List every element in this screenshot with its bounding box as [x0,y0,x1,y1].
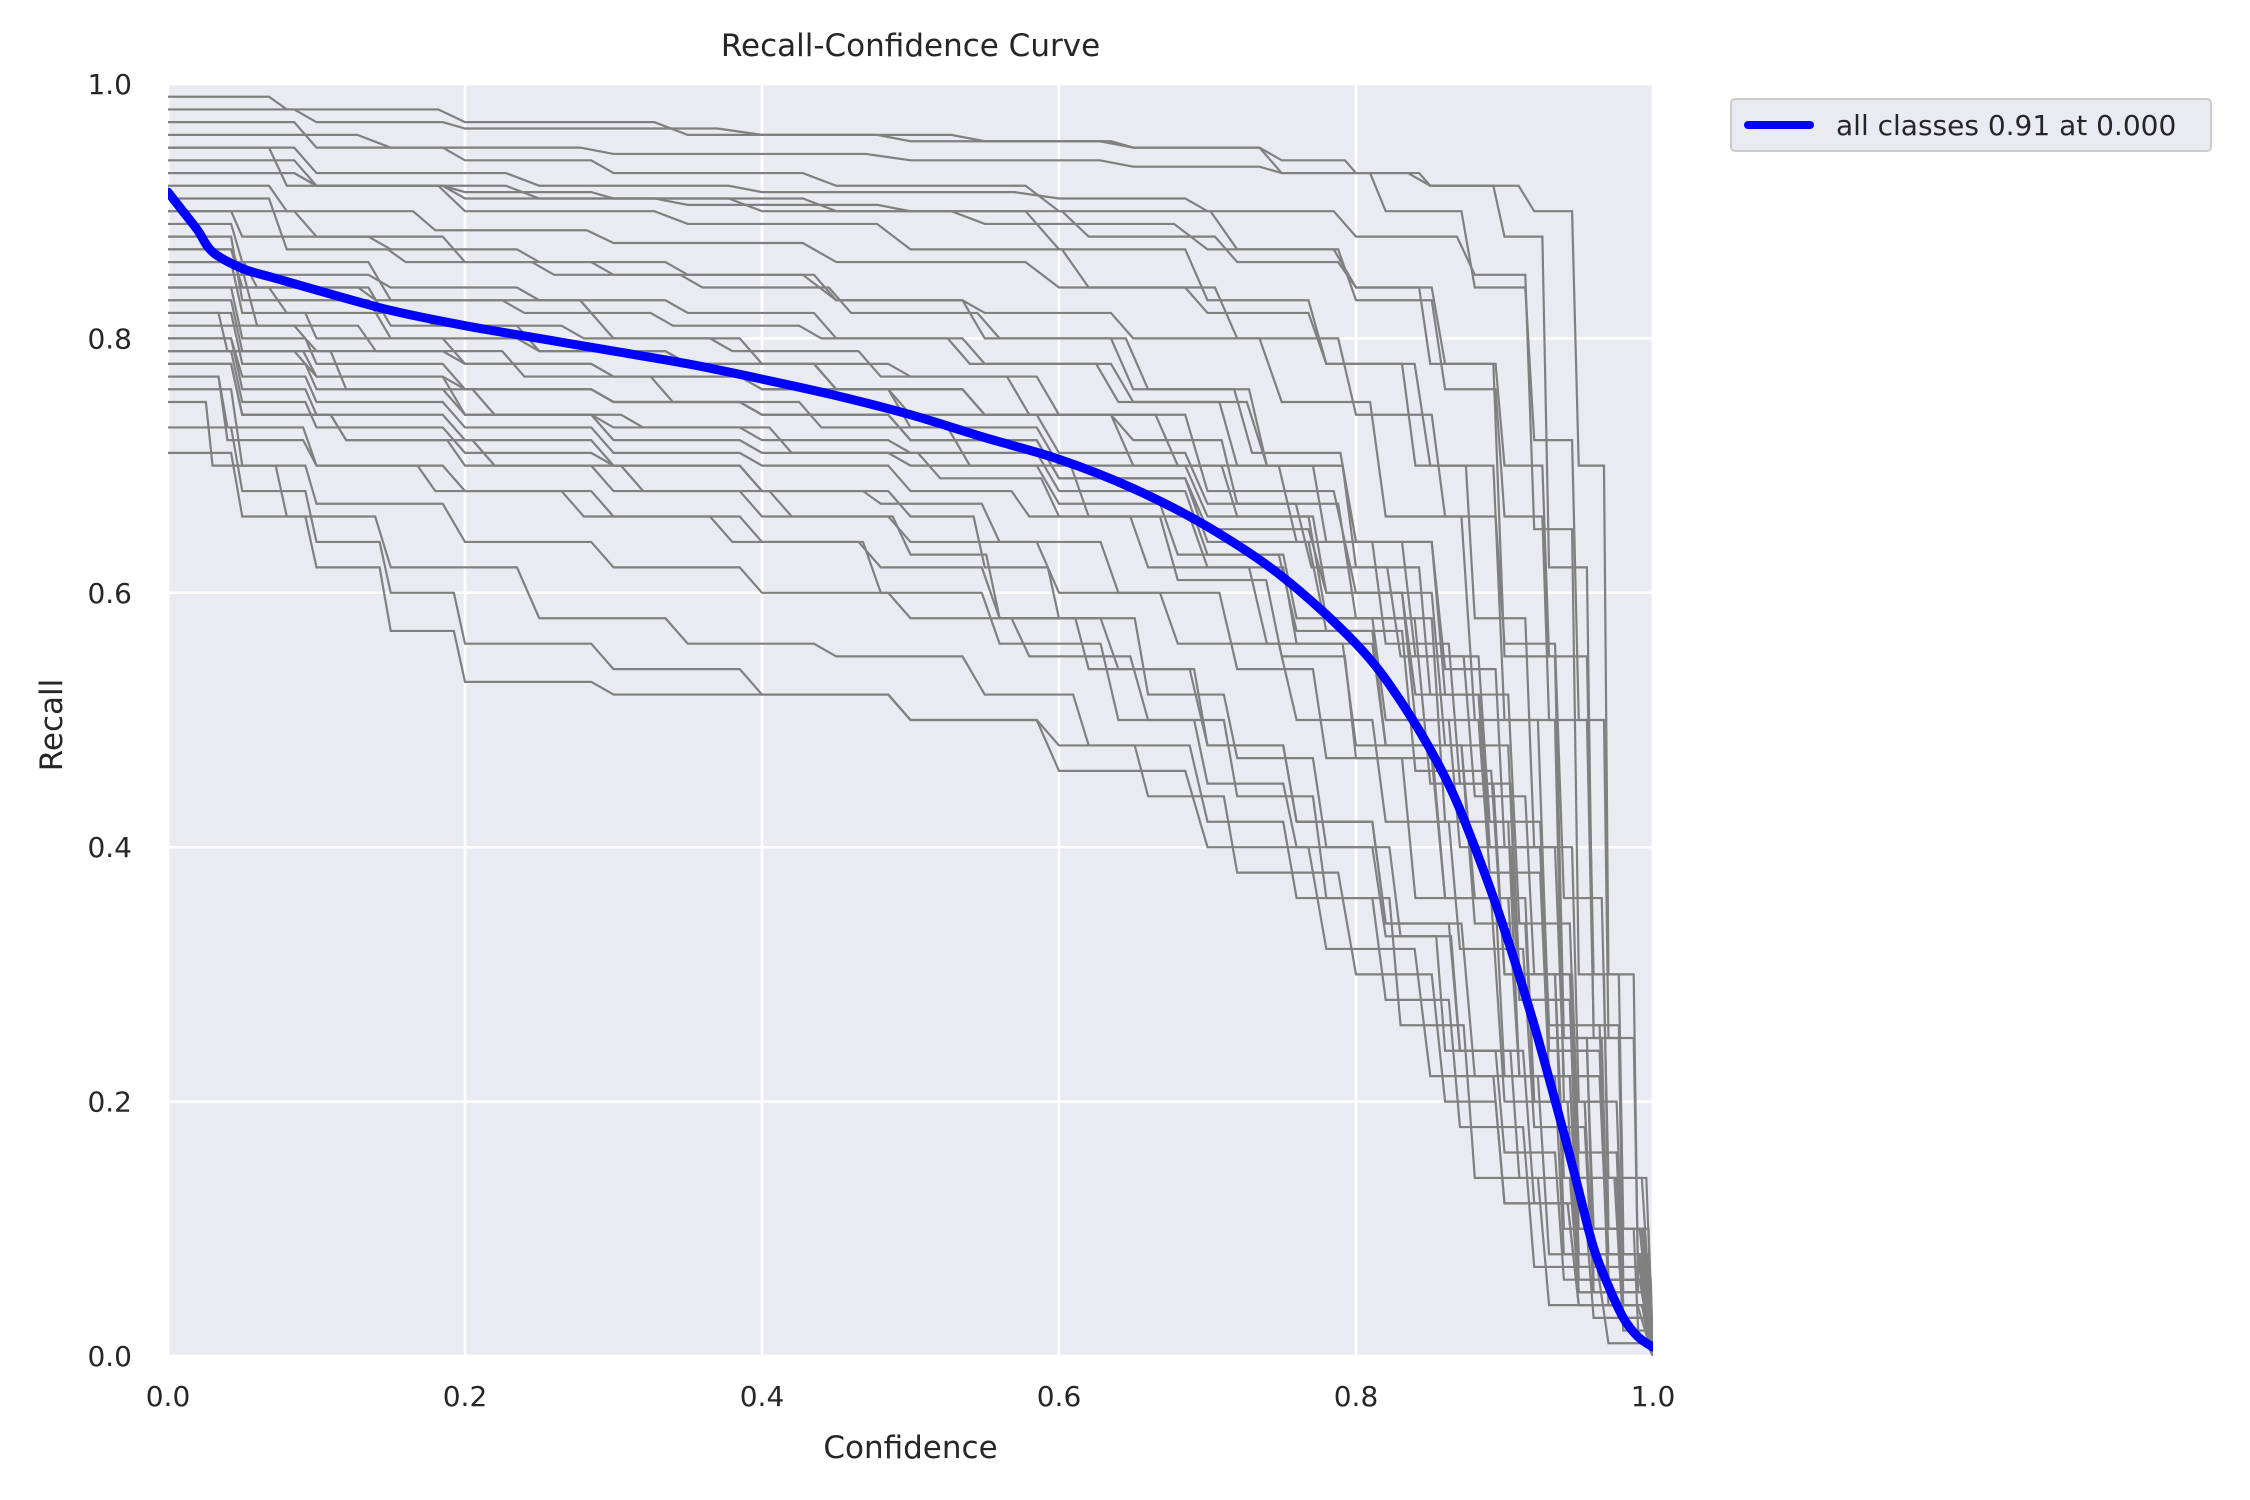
class-curve [168,146,1653,1356]
y-axis-label: Recall [34,678,70,772]
x-tick-label: 1.0 [1631,1380,1676,1413]
class-curves [168,95,1653,1356]
y-tick-label: 0.0 [87,1340,132,1373]
class-curve [168,235,1653,1356]
all-classes-curve-group [168,187,1653,1352]
chart-title: Recall-Confidence Curve [720,28,1101,64]
y-tick-label: 0.4 [87,831,132,864]
class-curve [168,400,1653,1356]
class-curve [168,286,1653,1356]
class-curve [168,451,1653,1356]
tick-labels: 0.0 0.2 0.4 0.6 0.8 1.0 0.0 0.2 0.4 0.6 0.8 1.0 [87,68,1675,1413]
class-curve [168,337,1653,1356]
legend-label: all classes 0.91 at 0.000 [1836,108,2177,142]
class-curve [168,121,1653,1356]
all-classes-curve [168,187,1653,1352]
class-curve [168,362,1653,1356]
x-tick-label: 0.0 [146,1380,191,1413]
x-axis-label: Confidence [823,1430,998,1466]
class-curve [168,171,1653,1356]
x-tick-label: 0.6 [1037,1380,1082,1413]
x-tick-label: 0.8 [1334,1380,1379,1413]
x-tick-label: 0.4 [740,1380,785,1413]
class-curve [168,248,1653,1356]
class-curve [168,311,1653,1356]
y-tick-label: 0.6 [87,577,132,610]
class-curve [168,159,1653,1356]
class-curve [168,375,1653,1356]
legend: all classes 0.91 at 0.000 [1730,98,2212,152]
class-curve [168,95,1653,1356]
y-tick-label: 0.8 [87,322,132,355]
x-tick-label: 0.2 [443,1380,488,1413]
class-curve [168,260,1653,1356]
y-tick-label: 0.2 [87,1086,132,1119]
legend-swatch [1744,121,1814,129]
y-tick-label: 1.0 [87,68,132,101]
